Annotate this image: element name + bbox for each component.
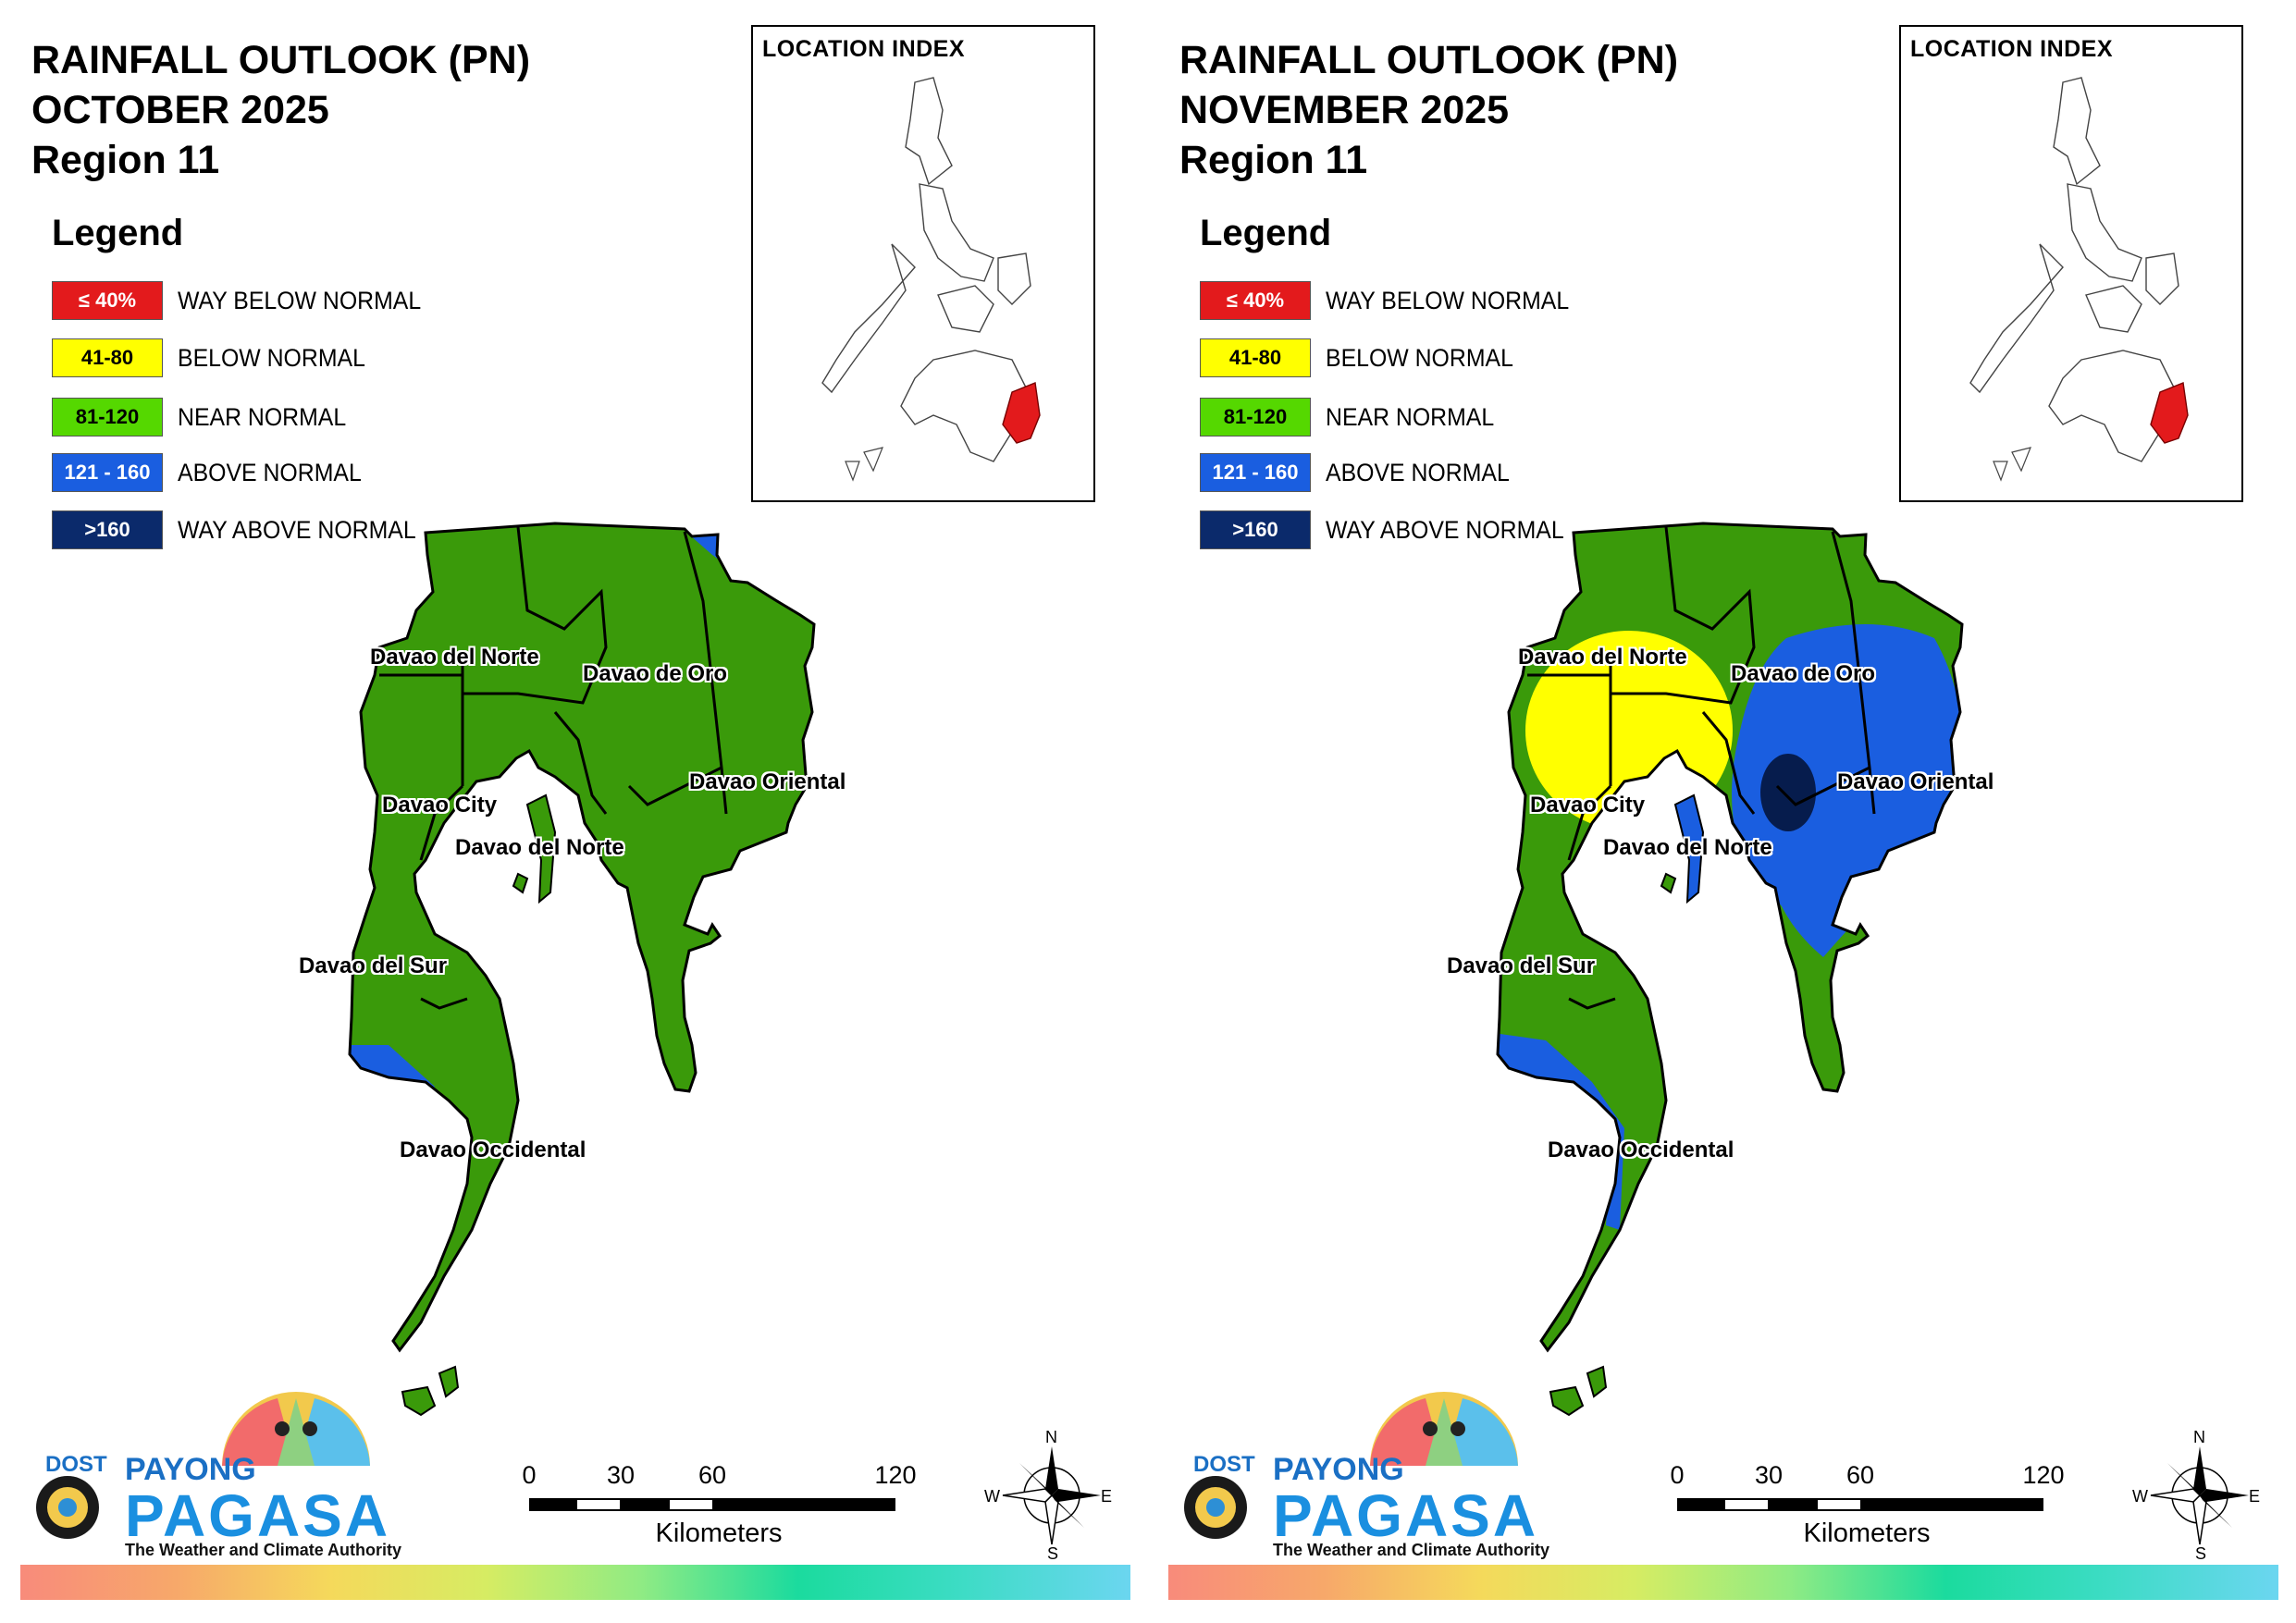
logo-dost: DOST bbox=[45, 1452, 107, 1477]
zone-near-normal bbox=[1498, 523, 1962, 1350]
compass-e: E bbox=[2249, 1487, 2261, 1506]
place-label: Davao Oriental bbox=[689, 769, 846, 794]
payong-pagasa-logo: DOST PAYONG PAGASA The Weather and Clima… bbox=[1180, 1387, 1550, 1563]
logo-pagasa: PAGASA bbox=[125, 1482, 391, 1549]
scale-tick: 30 bbox=[1754, 1461, 1784, 1489]
location-index-inset: LOCATION INDEX bbox=[1899, 25, 2243, 502]
compass-icon bbox=[2150, 1446, 2249, 1545]
scale-tick: 60 bbox=[1845, 1461, 1875, 1489]
legend-label: WAY ABOVE NORMAL bbox=[1326, 516, 1564, 544]
legend-swatch: ≤ 40% bbox=[52, 281, 163, 320]
place-label: Davao del Norte bbox=[1518, 645, 1687, 670]
legend-swatch: 81-120 bbox=[52, 398, 163, 436]
place-label: Davao del Norte bbox=[455, 835, 624, 860]
place-label: Davao Occidental bbox=[1548, 1137, 1734, 1162]
scale-tick: 0 bbox=[1670, 1461, 1685, 1489]
compass-w: W bbox=[984, 1487, 1000, 1506]
title-line-1: RAINFALL OUTLOOK (PN) bbox=[31, 38, 531, 82]
location-index-label: LOCATION INDEX bbox=[1910, 36, 2114, 62]
legend-label: NEAR NORMAL bbox=[178, 403, 347, 431]
logo-payong: PAYONG bbox=[125, 1452, 256, 1487]
footer-gradient-bar bbox=[1168, 1565, 2278, 1600]
legend-title: Legend bbox=[52, 213, 184, 253]
logo-graphic bbox=[1184, 1392, 1518, 1539]
philippines-locator-map bbox=[1969, 77, 2189, 482]
region-11-rainfall-map bbox=[1496, 522, 1964, 1417]
legend-label: WAY BELOW NORMAL bbox=[178, 287, 422, 314]
map-title: RAINFALL OUTLOOK (PN) NOVEMBER 2025 Regi… bbox=[1179, 35, 1678, 185]
payong-pagasa-logo: DOST PAYONG PAGASA The Weather and Clima… bbox=[32, 1387, 402, 1563]
place-label: Davao de Oro bbox=[1731, 661, 1876, 686]
logo-graphic bbox=[36, 1392, 370, 1539]
scale-tick: 60 bbox=[697, 1461, 727, 1489]
title-line-3: Region 11 bbox=[1179, 138, 1368, 182]
zone-way-above-normal bbox=[1760, 754, 1816, 831]
legend-swatch: >160 bbox=[1200, 510, 1311, 549]
zone-near-normal bbox=[350, 523, 814, 1350]
scale-unit: Kilometers bbox=[1803, 1518, 1931, 1548]
place-label: Davao del Sur bbox=[299, 953, 448, 978]
place-label: Davao del Norte bbox=[370, 645, 539, 670]
place-label: Davao Oriental bbox=[1837, 769, 1994, 794]
map-title: RAINFALL OUTLOOK (PN) OCTOBER 2025 Regio… bbox=[31, 35, 530, 185]
logo-dost: DOST bbox=[1193, 1452, 1255, 1477]
compass-e: E bbox=[1101, 1487, 1113, 1506]
logo-pagasa: PAGASA bbox=[1273, 1482, 1539, 1549]
legend-label: WAY BELOW NORMAL bbox=[1326, 287, 1570, 314]
scale-tick: 120 bbox=[2022, 1461, 2065, 1489]
compass-n: N bbox=[2193, 1428, 2205, 1446]
legend-swatch: ≤ 40% bbox=[1200, 281, 1311, 320]
scale-tick: 120 bbox=[874, 1461, 917, 1489]
panel-november: RAINFALL OUTLOOK (PN) NOVEMBER 2025 Regi… bbox=[1148, 0, 2296, 1623]
compass-s: S bbox=[1047, 1544, 1059, 1563]
place-label: Davao City bbox=[382, 793, 498, 818]
legend-label: ABOVE NORMAL bbox=[178, 459, 362, 486]
legend-swatch: 41-80 bbox=[1200, 338, 1311, 377]
philippines-locator-map bbox=[821, 77, 1041, 482]
legend-swatch: 121 - 160 bbox=[52, 453, 163, 492]
compass-rose: N S E W bbox=[984, 1428, 1113, 1563]
location-index-label: LOCATION INDEX bbox=[762, 36, 966, 62]
scale-tick: 30 bbox=[606, 1461, 636, 1489]
footer-gradient-bar bbox=[20, 1565, 1130, 1600]
legend-label: WAY ABOVE NORMAL bbox=[178, 516, 416, 544]
legend-swatch: 41-80 bbox=[52, 338, 163, 377]
panel-october: RAINFALL OUTLOOK (PN) OCTOBER 2025 Regio… bbox=[20, 25, 1130, 1600]
place-label: Davao de Oro bbox=[583, 661, 728, 686]
compass-n: N bbox=[1045, 1428, 1057, 1446]
legend-swatch: 81-120 bbox=[1200, 398, 1311, 436]
place-label: Davao del Norte bbox=[1603, 835, 1772, 860]
legend-title: Legend bbox=[1200, 213, 1332, 253]
compass-w: W bbox=[2132, 1487, 2148, 1506]
scale-bar: 0 30 60 120 Kilometers bbox=[522, 1461, 916, 1548]
logo-tagline: The Weather and Climate Authority bbox=[125, 1541, 402, 1559]
legend-label: BELOW NORMAL bbox=[178, 344, 365, 372]
title-line-3: Region 11 bbox=[31, 138, 220, 182]
title-line-2: NOVEMBER 2025 bbox=[1179, 88, 1510, 132]
scale-bar: 0 30 60 120 Kilometers bbox=[1670, 1461, 2064, 1548]
compass-s: S bbox=[2195, 1544, 2207, 1563]
legend-label: ABOVE NORMAL bbox=[1326, 459, 1510, 486]
place-label: Davao Occidental bbox=[400, 1137, 586, 1162]
place-label: Davao del Sur bbox=[1447, 953, 1596, 978]
compass-icon bbox=[1002, 1446, 1101, 1545]
legend-swatch: >160 bbox=[52, 510, 163, 549]
legend-swatch: 121 - 160 bbox=[1200, 453, 1311, 492]
title-line-2: OCTOBER 2025 bbox=[31, 88, 329, 132]
legend-label: NEAR NORMAL bbox=[1326, 403, 1495, 431]
logo-tagline: The Weather and Climate Authority bbox=[1273, 1541, 1550, 1559]
legend-label: BELOW NORMAL bbox=[1326, 344, 1513, 372]
scale-unit: Kilometers bbox=[655, 1518, 783, 1548]
region-11-rainfall-map bbox=[348, 522, 816, 1417]
compass-rose: N S E W bbox=[2132, 1428, 2261, 1563]
logo-payong: PAYONG bbox=[1273, 1452, 1404, 1487]
title-line-1: RAINFALL OUTLOOK (PN) bbox=[1179, 38, 1679, 82]
location-index-inset: LOCATION INDEX bbox=[751, 25, 1095, 502]
place-label: Davao City bbox=[1530, 793, 1646, 818]
scale-tick: 0 bbox=[522, 1461, 537, 1489]
